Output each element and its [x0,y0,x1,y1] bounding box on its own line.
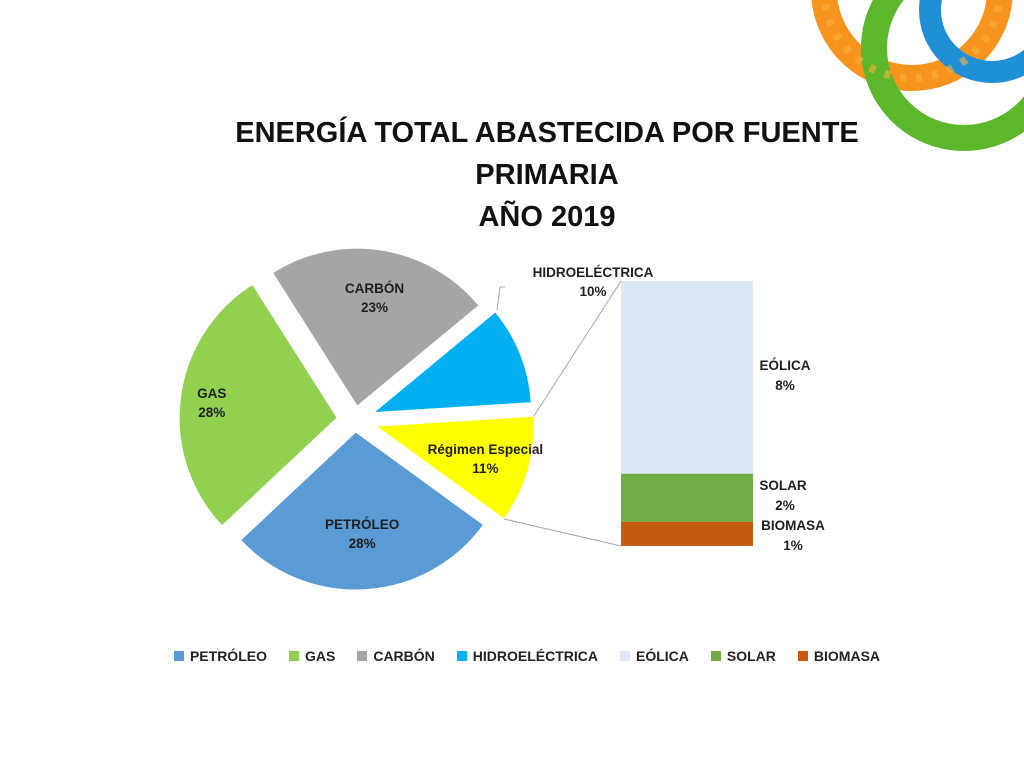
legend-item-gas: GAS [288,648,336,664]
pie-value-regimen-especial: 11% [472,461,498,476]
chart-title-line-1: ENERGÍA TOTAL ABASTECIDA POR FUENTE [235,117,859,149]
pie-slice-hidroelectrica [372,311,532,414]
legend-swatch-petroleo [173,651,184,661]
bar-label-biomasa: BIOMASA [761,518,825,533]
pie-label-gas: GAS [197,386,226,401]
bar-label-solar: SOLAR [759,478,807,493]
legend-label-petroleo: PETRÓLEO [189,648,267,664]
chart-canvas: PETRÓLEO 28% GAS 28% CARBÓN 23% Régimen Especi… [178,247,825,591]
pie-value-gas: 28% [198,405,225,420]
pie-value-carbon: 23% [361,300,388,315]
legend-swatch-biomasa [797,651,808,661]
data-labels: PETRÓLEO 28% GAS 28% CARBÓN 23% Régimen Especi… [197,265,825,553]
legend-label-biomasa: BIOMASA [813,648,881,664]
legend-item-carbon: CARBÓN [357,648,435,664]
callout-value-hidroelectrica: 10% [579,284,606,299]
legend-label-hidroelectrica: HIDROELÉCTRICA [472,648,599,664]
pie-label-carbon: CARBÓN [345,281,404,296]
callout-leader-line [496,286,505,311]
decorative-rings [811,0,1024,151]
connector-line-top [533,280,622,417]
pie-label-petroleo: PETRÓLEO [325,517,399,532]
bar-value-biomasa: 1% [783,538,803,553]
legend-item-hidroelectrica: HIDROELÉCTRICA [456,648,599,664]
legend-item-solar: SOLAR [710,648,776,664]
bar-value-eolica: 8% [775,378,795,393]
legend-swatch-solar [710,651,721,661]
legend-swatch-hidroelectrica [456,651,467,661]
legend-swatch-gas [288,651,299,661]
pie-slice-petroleo [239,431,485,591]
chart-title: ENERGÍA TOTAL ABASTECIDA POR FUENTE PRIM… [0,112,1024,238]
callout-label-hidroelectrica: HIDROELÉCTRICA [533,265,654,280]
pie-slice-gas [178,283,338,527]
orange-ring [811,0,1013,91]
legend-label-eolica: EÓLICA [636,648,689,664]
legend-item-eolica: EÓLICA [620,648,689,664]
bar-value-solar: 2% [775,498,795,513]
legend-swatch-carbon [357,651,368,661]
legend-item-petroleo: PETRÓLEO [173,648,267,664]
stacked-bar-group [621,281,753,546]
legend-label-carbon: CARBÓN [373,648,435,664]
connector-line-bottom [503,518,622,547]
bar-label-eolica: EÓLICA [759,358,810,373]
legend-label-gas: GAS [304,648,336,664]
legend-item-biomasa: BIOMASA [797,648,881,664]
bar-segment-solar [621,473,753,522]
pie-value-petroleo: 28% [349,536,376,551]
chart-title-line-3: AÑO 2019 [478,201,616,233]
chart-legend: PETRÓLEO GAS CARBÓN HIDROELÉCTRICA EÓLICA SOL… [0,648,1024,664]
pie-slice-regimen-especial [374,415,535,520]
legend-label-solar: SOLAR [726,648,776,664]
pie-slice-carbon [271,247,480,407]
bar-segment-eolica [621,281,753,474]
legend-swatch-eolica [620,651,631,661]
pie-label-regimen-especial: Régimen Especial [428,442,544,457]
pie-group [178,247,535,591]
bar-segment-biomasa [621,521,753,546]
chart-title-line-2: PRIMARIA [475,159,619,191]
green-ring [861,0,1024,151]
connector-lines [503,280,622,547]
blue-ring [919,0,1024,83]
